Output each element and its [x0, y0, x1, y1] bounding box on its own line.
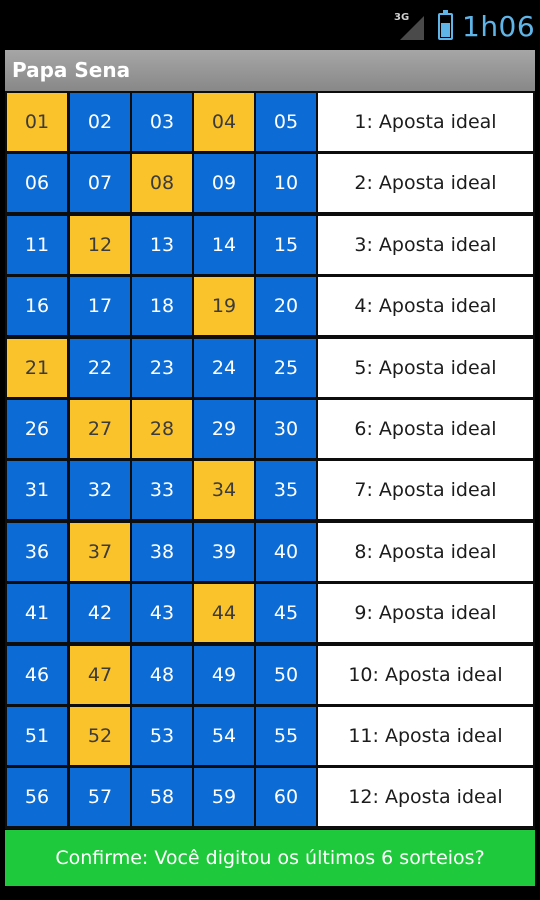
number-cell[interactable]: 39	[194, 523, 254, 581]
number-cell[interactable]: 27	[70, 400, 130, 458]
number-cell[interactable]: 46	[7, 646, 67, 704]
number-cell[interactable]: 25	[256, 339, 316, 397]
number-cell[interactable]: 17	[70, 277, 130, 335]
signal-icon	[400, 16, 424, 40]
bottom-edge	[0, 886, 540, 900]
number-cell[interactable]: 29	[194, 400, 254, 458]
number-cell[interactable]: 14	[194, 216, 254, 274]
aposta-ideal-button[interactable]: 2: Aposta ideal	[318, 154, 533, 212]
number-cell[interactable]: 22	[70, 339, 130, 397]
aposta-ideal-button[interactable]: 8: Aposta ideal	[318, 523, 533, 581]
number-cell[interactable]: 03	[132, 93, 192, 151]
number-cell[interactable]: 48	[132, 646, 192, 704]
number-cell[interactable]: 24	[194, 339, 254, 397]
number-cell[interactable]: 07	[70, 154, 130, 212]
app-title: Papa Sena	[12, 58, 131, 82]
confirm-button[interactable]: Confirme: Você digitou os últimos 6 sort…	[5, 830, 535, 886]
aposta-ideal-button[interactable]: 3: Aposta ideal	[318, 216, 533, 274]
number-cell[interactable]: 45	[256, 584, 316, 642]
number-cell[interactable]: 04	[194, 93, 254, 151]
number-cell[interactable]: 05	[256, 93, 316, 151]
status-bar: 3G 1h06	[0, 0, 540, 50]
number-cell[interactable]: 51	[7, 707, 67, 765]
number-cell[interactable]: 44	[194, 584, 254, 642]
number-cell[interactable]: 23	[132, 339, 192, 397]
number-cell[interactable]: 12	[70, 216, 130, 274]
battery-charging-icon	[438, 10, 453, 40]
number-cell[interactable]: 42	[70, 584, 130, 642]
number-cell[interactable]: 59	[194, 768, 254, 826]
number-cell[interactable]: 33	[132, 461, 192, 519]
number-cell[interactable]: 52	[70, 707, 130, 765]
number-cell[interactable]: 13	[132, 216, 192, 274]
number-cell[interactable]: 49	[194, 646, 254, 704]
number-cell[interactable]: 58	[132, 768, 192, 826]
number-cell[interactable]: 11	[7, 216, 67, 274]
aposta-ideal-button[interactable]: 5: Aposta ideal	[318, 339, 533, 397]
number-cell[interactable]: 10	[256, 154, 316, 212]
number-cell[interactable]: 36	[7, 523, 67, 581]
number-cell[interactable]: 50	[256, 646, 316, 704]
number-cell[interactable]: 40	[256, 523, 316, 581]
number-cell[interactable]: 15	[256, 216, 316, 274]
aposta-ideal-button[interactable]: 9: Aposta ideal	[318, 584, 533, 642]
number-cell[interactable]: 55	[256, 707, 316, 765]
aposta-ideal-button[interactable]: 1: Aposta ideal	[318, 93, 533, 151]
number-cell[interactable]: 32	[70, 461, 130, 519]
number-cell[interactable]: 37	[70, 523, 130, 581]
number-cell[interactable]: 28	[132, 400, 192, 458]
number-cell[interactable]: 35	[256, 461, 316, 519]
number-cell[interactable]: 47	[70, 646, 130, 704]
aposta-ideal-button[interactable]: 12: Aposta ideal	[318, 768, 533, 826]
number-cell[interactable]: 19	[194, 277, 254, 335]
number-cell[interactable]: 20	[256, 277, 316, 335]
number-cell[interactable]: 26	[7, 400, 67, 458]
number-cell[interactable]: 60	[256, 768, 316, 826]
number-cell[interactable]: 02	[70, 93, 130, 151]
number-cell[interactable]: 43	[132, 584, 192, 642]
aposta-ideal-button[interactable]: 11: Aposta ideal	[318, 707, 533, 765]
aposta-ideal-button[interactable]: 7: Aposta ideal	[318, 461, 533, 519]
number-cell[interactable]: 34	[194, 461, 254, 519]
number-cell[interactable]: 18	[132, 277, 192, 335]
number-cell[interactable]: 54	[194, 707, 254, 765]
number-cell[interactable]: 31	[7, 461, 67, 519]
aposta-ideal-button[interactable]: 10: Aposta ideal	[318, 646, 533, 704]
number-grid: 01 02 03 04 05 1: Aposta ideal 06 07 08 09 10 2: Ap…	[5, 91, 535, 829]
number-cell[interactable]: 01	[7, 93, 67, 151]
number-cell[interactable]: 16	[7, 277, 67, 335]
number-cell[interactable]: 56	[7, 768, 67, 826]
number-cell[interactable]: 30	[256, 400, 316, 458]
number-cell[interactable]: 21	[7, 339, 67, 397]
status-clock: 1h06	[462, 10, 536, 43]
aposta-ideal-button[interactable]: 4: Aposta ideal	[318, 277, 533, 335]
app-title-bar: Papa Sena	[5, 50, 535, 91]
number-cell[interactable]: 53	[132, 707, 192, 765]
number-cell[interactable]: 41	[7, 584, 67, 642]
number-cell[interactable]: 06	[7, 154, 67, 212]
number-cell[interactable]: 08	[132, 154, 192, 212]
aposta-ideal-button[interactable]: 6: Aposta ideal	[318, 400, 533, 458]
number-cell[interactable]: 57	[70, 768, 130, 826]
number-cell[interactable]: 09	[194, 154, 254, 212]
network-indicator: 3G	[394, 12, 426, 42]
number-cell[interactable]: 38	[132, 523, 192, 581]
